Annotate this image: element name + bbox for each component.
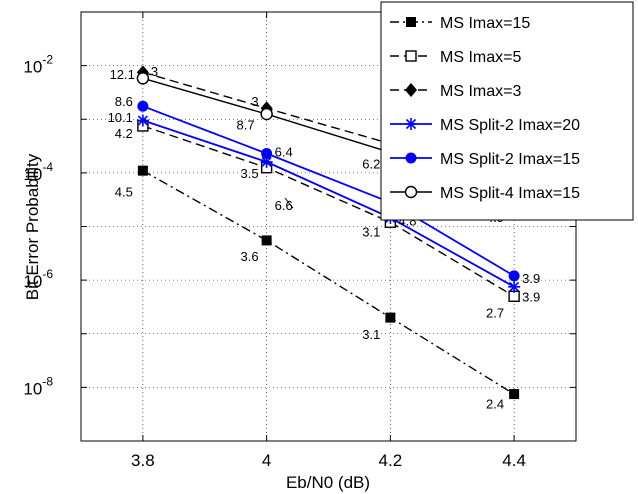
- annotation-label: 6.6: [275, 198, 293, 213]
- y-tick-label: 10-2: [23, 53, 53, 77]
- legend-label-ms-split-2-imax-20: MS Split-2 Imax=20: [440, 117, 580, 134]
- legend-box: [380, 1, 634, 221]
- annotation-label: 4.2: [115, 126, 133, 141]
- data-point-ms-split-2-imax-20: [508, 280, 521, 293]
- data-point-ms-split-2-imax-15: [508, 270, 520, 282]
- annotation-label: 6.4: [275, 145, 293, 160]
- legend-marker-ms-imax-5: [405, 50, 417, 62]
- legend-label-ms-imax-15: MS Imax=15: [440, 15, 530, 32]
- data-point-ms-split-2-imax-15: [137, 100, 149, 112]
- annotation-label: 2.7: [486, 305, 504, 320]
- annotation-label: 3.1: [362, 327, 380, 342]
- annotation-label: 8.6: [115, 94, 133, 109]
- annotation-label: 3.5: [241, 166, 259, 181]
- series-line-ms-split-2-imax-20: [142, 119, 515, 288]
- data-point-ms-split-4-imax-15: [260, 107, 273, 121]
- legend-entry-ms-imax-15: MS Imax=15: [390, 15, 530, 32]
- x-tick-label: 4.4: [502, 451, 526, 470]
- annotation-label: 4.5: [115, 184, 133, 199]
- x-axis-label: Eb/N0 (dB): [286, 473, 370, 492]
- legend-label-ms-split-2-imax-15: MS Split-2 Imax=15: [440, 151, 580, 168]
- annotation-label: 10.1: [108, 110, 133, 125]
- legend-entry-ms-imax-5: MS Imax=5: [390, 49, 521, 66]
- legend-entry-ms-split-4-imax-15: MS Split-4 Imax=15: [390, 185, 580, 202]
- data-point-ms-split-4-imax-15: [136, 72, 150, 85]
- legend-marker-ms-imax-3: [405, 83, 417, 97]
- data-point-ms-split-2-imax-15: [261, 147, 273, 159]
- series-line-ms-imax-15: [142, 170, 515, 395]
- data-point-ms-imax-15: [137, 165, 148, 176]
- x-tick-label: 4: [262, 451, 271, 470]
- y-axis-label: Bit Error Probability: [23, 153, 42, 300]
- series-layer: [136, 65, 521, 400]
- legend-entry-ms-split-2-imax-20: MS Split-2 Imax=20: [390, 117, 580, 134]
- series-ms-imax-15: [137, 165, 520, 400]
- legend-label-ms-imax-3: MS Imax=3: [440, 83, 521, 100]
- data-point-ms-imax-15: [261, 235, 272, 246]
- legend-entry-ms-imax-3: MS Imax=3: [390, 83, 521, 100]
- annotation-label: 6.2: [362, 156, 380, 171]
- legend: MS Imax=15 MS Imax=5 MS Imax=3 MS Split-2 I…: [380, 1, 634, 221]
- data-point-ms-imax-15: [509, 389, 520, 400]
- annotation-label: 3.1: [362, 225, 380, 240]
- y-tick-label: 10-8: [23, 374, 53, 398]
- annotation-label: 3.9: [522, 271, 540, 286]
- data-point-ms-split-2-imax-20: [136, 114, 149, 127]
- annotation-pointer: [284, 197, 294, 209]
- x-tick-label: 3.8: [131, 451, 155, 470]
- legend-label-ms-imax-5: MS Imax=5: [440, 49, 521, 66]
- annotation-label: 3.6: [241, 249, 259, 264]
- legend-marker-ms-split-2-imax-15: [405, 152, 417, 164]
- series-line-ms-split-2-imax-15: [142, 105, 515, 277]
- series-line-ms-imax-5: [142, 125, 515, 297]
- annotation-label: 12.1: [110, 67, 135, 82]
- legend-marker-ms-split-2-imax-20: [405, 118, 417, 130]
- data-point-ms-split-2-imax-20: [260, 155, 273, 168]
- annotation-label: 3: [151, 64, 158, 79]
- x-tick-label: 4.2: [379, 451, 403, 470]
- annotation-label: 8.7: [237, 117, 255, 132]
- annotation-label: 3: [251, 94, 258, 109]
- legend-entry-ms-split-2-imax-15: MS Split-2 Imax=15: [390, 151, 580, 168]
- annotation-label: 3.9: [522, 289, 540, 304]
- legend-marker-ms-imax-15: [406, 17, 416, 27]
- annotation-label: 2.4: [486, 397, 504, 412]
- legend-marker-ms-split-4-imax-15: [404, 185, 418, 199]
- legend-label-ms-split-4-imax-15: MS Split-4 Imax=15: [440, 185, 580, 202]
- data-point-ms-imax-15: [385, 312, 396, 323]
